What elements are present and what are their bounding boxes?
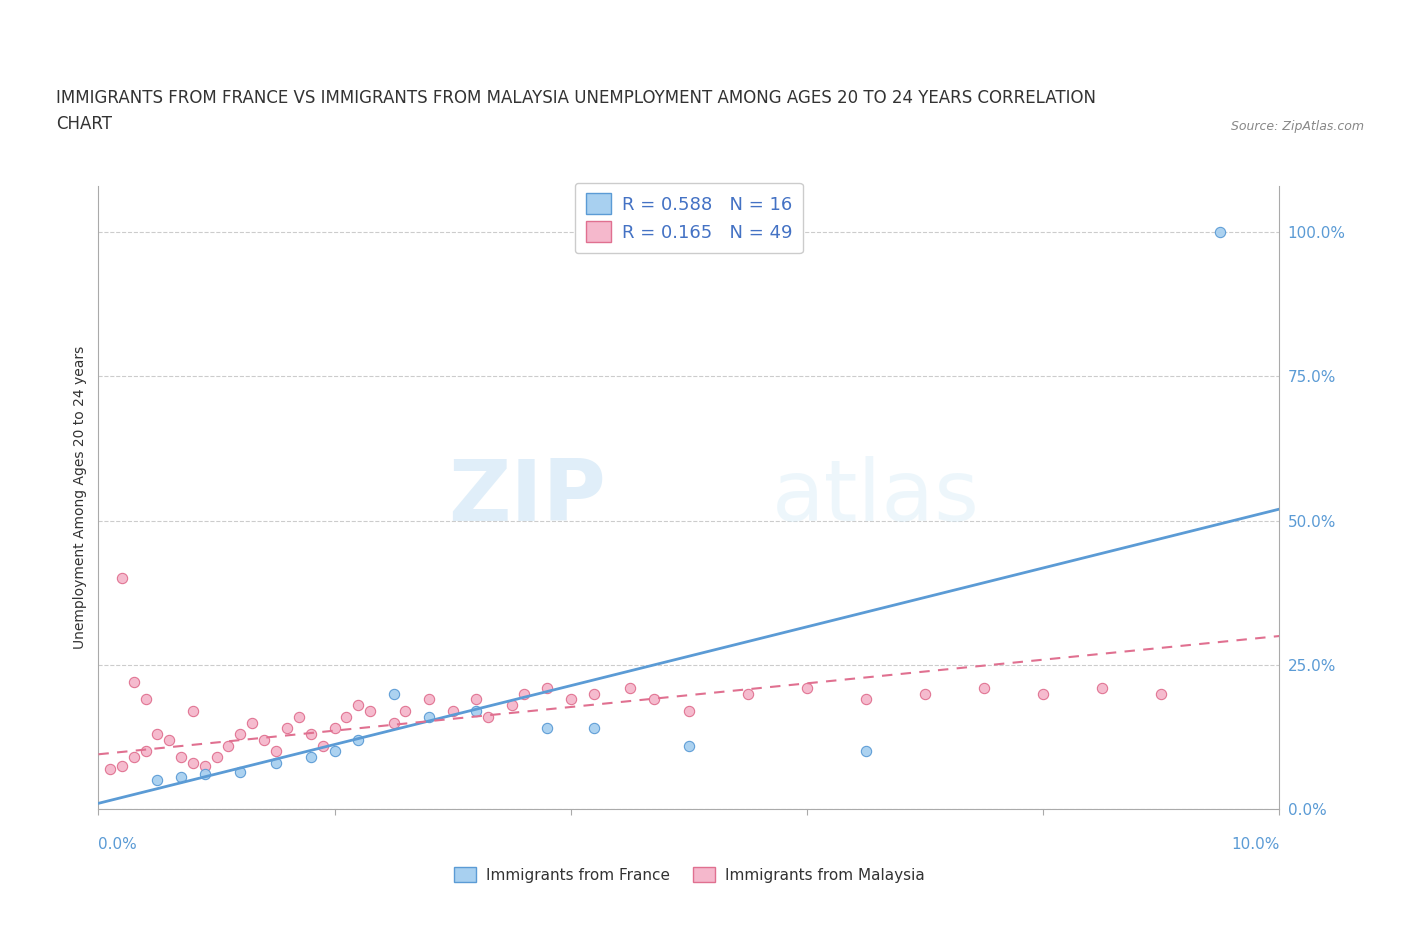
Text: atlas: atlas — [772, 456, 980, 539]
Point — [146, 773, 169, 788]
Text: ZIP: ZIP — [449, 456, 606, 539]
Point — [643, 692, 665, 707]
Point — [170, 750, 193, 764]
Point — [122, 675, 145, 690]
Point — [583, 686, 606, 701]
Point — [111, 758, 134, 773]
Point — [229, 726, 252, 741]
Point — [619, 681, 641, 696]
Point — [181, 704, 204, 719]
Point — [111, 571, 134, 586]
Text: IMMIGRANTS FROM FRANCE VS IMMIGRANTS FROM MALAYSIA UNEMPLOYMENT AMONG AGES 20 TO: IMMIGRANTS FROM FRANCE VS IMMIGRANTS FRO… — [56, 89, 1097, 107]
Point — [194, 767, 217, 782]
Point — [1032, 686, 1054, 701]
Point — [737, 686, 759, 701]
Point — [1150, 686, 1173, 701]
Point — [512, 686, 534, 701]
Text: 0.0%: 0.0% — [98, 837, 138, 852]
Point — [205, 750, 228, 764]
Point — [382, 715, 405, 730]
Point — [501, 698, 523, 712]
Point — [264, 744, 287, 759]
Point — [170, 770, 193, 785]
Point — [299, 726, 322, 741]
Point — [441, 704, 464, 719]
Point — [855, 744, 877, 759]
Point — [914, 686, 936, 701]
Point — [560, 692, 582, 707]
Point — [465, 692, 488, 707]
Point — [146, 726, 169, 741]
Point — [135, 692, 157, 707]
Point — [122, 750, 145, 764]
Point — [394, 704, 416, 719]
Y-axis label: Unemployment Among Ages 20 to 24 years: Unemployment Among Ages 20 to 24 years — [73, 346, 87, 649]
Point — [678, 738, 700, 753]
Point — [796, 681, 818, 696]
Point — [323, 744, 346, 759]
Point — [583, 721, 606, 736]
Point — [135, 744, 157, 759]
Point — [536, 721, 558, 736]
Point — [335, 710, 357, 724]
Point — [477, 710, 499, 724]
Legend: Immigrants from France, Immigrants from Malaysia: Immigrants from France, Immigrants from … — [447, 860, 931, 889]
Point — [1209, 225, 1232, 240]
Point — [312, 738, 335, 753]
Point — [299, 750, 322, 764]
Text: Source: ZipAtlas.com: Source: ZipAtlas.com — [1230, 120, 1364, 133]
Point — [240, 715, 263, 730]
Point — [347, 733, 370, 748]
Point — [217, 738, 239, 753]
Point — [288, 710, 311, 724]
Point — [181, 755, 204, 770]
Point — [194, 758, 217, 773]
Point — [536, 681, 558, 696]
Point — [973, 681, 995, 696]
Point — [253, 733, 276, 748]
Point — [276, 721, 298, 736]
Point — [359, 704, 381, 719]
Text: 10.0%: 10.0% — [1232, 837, 1279, 852]
Point — [382, 686, 405, 701]
Point — [418, 710, 440, 724]
Point — [98, 762, 121, 777]
Point — [347, 698, 370, 712]
Point — [1091, 681, 1114, 696]
Point — [678, 704, 700, 719]
Point — [229, 764, 252, 779]
Point — [855, 692, 877, 707]
Point — [418, 692, 440, 707]
Point — [323, 721, 346, 736]
Point — [465, 704, 488, 719]
Point — [157, 733, 180, 748]
Point — [264, 755, 287, 770]
Text: CHART: CHART — [56, 115, 112, 133]
